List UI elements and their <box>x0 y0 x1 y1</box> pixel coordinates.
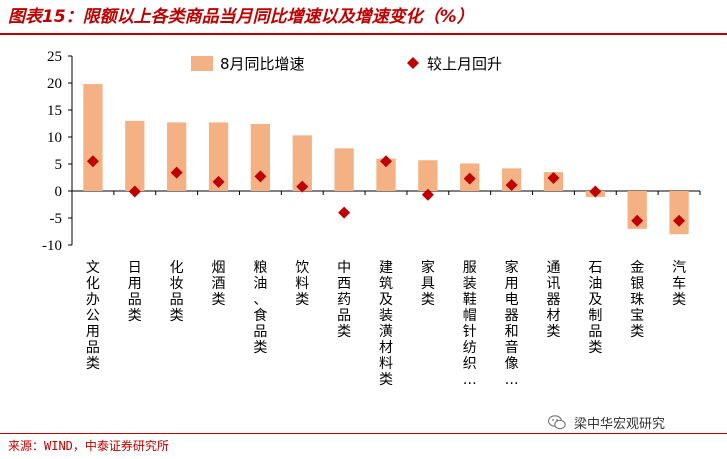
category-label: 服装鞋帽针纺织… <box>463 260 477 388</box>
bar <box>334 148 354 191</box>
legend-label-bar: 8月同比增速 <box>220 55 305 73</box>
category-label: 家用电器和音像… <box>505 259 519 388</box>
source-note: 来源：WIND，中泰证券研究所 <box>8 439 169 453</box>
diamond-marker <box>631 214 644 227</box>
legend-bar-swatch <box>191 56 213 71</box>
footer-divider <box>0 433 727 434</box>
diamond-marker <box>254 170 267 183</box>
diamond-marker <box>86 155 99 168</box>
diamond-marker <box>505 179 518 192</box>
y-tick-labels: -10 -5 0 5 10 15 20 25 <box>42 49 62 254</box>
marker-series <box>86 155 686 227</box>
diamond-marker <box>463 172 476 185</box>
bar <box>627 191 647 229</box>
axes <box>68 55 701 246</box>
watermark: 梁中华宏观研究 <box>548 413 665 432</box>
bar <box>292 135 312 191</box>
category-label: 汽车类 <box>672 260 686 308</box>
diamond-marker <box>338 206 351 219</box>
category-label: 烟酒类 <box>212 260 226 308</box>
category-label: 化妆品类 <box>170 260 184 324</box>
y-tick-label: -5 <box>50 211 63 227</box>
diamond-marker <box>170 166 183 179</box>
bar <box>125 120 145 191</box>
bar <box>83 84 103 191</box>
diamond-marker <box>589 185 602 198</box>
y-tick-label: 25 <box>47 49 62 65</box>
diamond-marker <box>380 155 392 168</box>
category-label: 建筑及装潢材料类 <box>379 260 393 388</box>
watermark-text: 梁中华宏观研究 <box>574 417 666 432</box>
diamond-marker <box>547 172 560 185</box>
category-label: 日用品类 <box>128 260 142 324</box>
category-label: 通讯器材类 <box>546 260 560 340</box>
title-divider <box>0 33 727 35</box>
y-tick-label: 20 <box>47 76 62 92</box>
category-label: 饮料类 <box>295 260 309 308</box>
category-label: 中西药品类 <box>337 260 351 340</box>
category-label: 文化办公用品类 <box>86 260 100 372</box>
y-tick-label: 5 <box>55 157 63 173</box>
y-tick-label: 10 <box>47 130 62 146</box>
category-labels: 文化办公用品类 日用品类 化妆品类 烟酒类 粮油、食品类 饮料类 中西药品类 建筑及装潢材料类… <box>86 259 686 388</box>
diamond-marker <box>296 180 309 193</box>
legend-diamond-swatch <box>407 57 419 69</box>
bar <box>208 122 229 191</box>
bar <box>250 124 271 191</box>
bar <box>376 158 396 191</box>
y-tick-label: 15 <box>47 103 62 119</box>
chart-title: 图表15：限额以上各类商品当月同比增速以及增速变化（%） <box>8 7 474 27</box>
diamond-marker <box>128 185 141 198</box>
legend-label-marker: 较上月回升 <box>427 55 502 73</box>
y-tick-label: -10 <box>42 238 62 254</box>
bar <box>669 191 689 235</box>
legend: 8月同比增速 较上月回升 <box>191 55 502 73</box>
y-tick-label: 0 <box>55 184 63 200</box>
category-label: 家具类 <box>421 259 435 308</box>
category-label: 粮油、食品类 <box>253 260 267 356</box>
category-label: 金银珠宝类 <box>630 260 644 340</box>
diamond-marker <box>421 188 434 201</box>
category-label: 石油及制品类 <box>588 260 602 356</box>
bar <box>418 160 438 191</box>
bar <box>167 122 187 191</box>
diamond-marker <box>673 214 686 227</box>
wechat-icon <box>548 415 566 430</box>
diamond-marker <box>212 175 225 188</box>
